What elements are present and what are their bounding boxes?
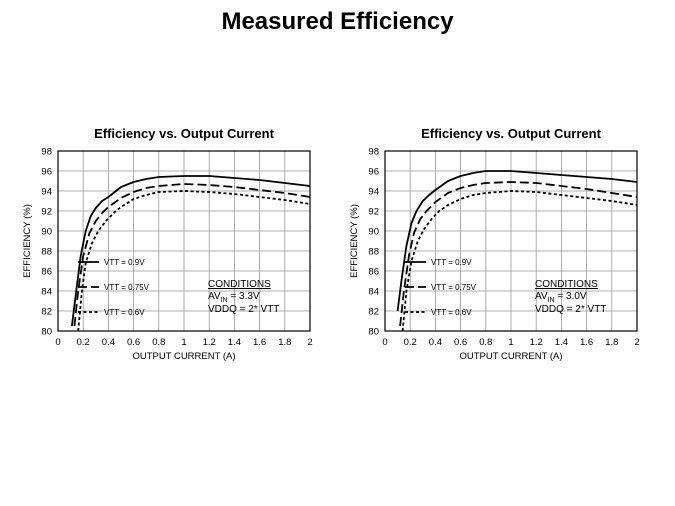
conditions-av-value: = 3.0V bbox=[555, 291, 587, 302]
x-tick-label: 0.8 bbox=[479, 337, 492, 348]
page-title: Measured Efficiency bbox=[221, 8, 454, 35]
x-tick-label: 1 bbox=[181, 337, 186, 348]
conditions-av-sub: IN bbox=[221, 297, 228, 304]
legend-label-3: VTT = 0.6V bbox=[431, 308, 472, 317]
x-tick-label: 0.6 bbox=[127, 337, 140, 348]
chart-title: Efficiency vs. Output Current bbox=[94, 126, 275, 141]
y-tick-label: 98 bbox=[368, 147, 379, 158]
x-axis-label: OUTPUT CURRENT (A) bbox=[132, 351, 235, 362]
y-tick-label: 92 bbox=[368, 207, 379, 218]
y-tick-label: 84 bbox=[368, 287, 379, 298]
x-tick-label: 1.6 bbox=[253, 337, 266, 348]
conditions-av-line: AVIN = 3.0V bbox=[535, 291, 587, 304]
plot-frame bbox=[57, 150, 311, 332]
legend-label-1: VTT = 0.9V bbox=[104, 258, 145, 267]
x-tick-label: 1.2 bbox=[203, 337, 216, 348]
y-tick-label: 92 bbox=[41, 207, 52, 218]
chart-title: Efficiency vs. Output Current bbox=[421, 126, 602, 141]
efficiency-chart-left: Efficiency vs. Output Current 0 0.2 0.4 0.6 0… bbox=[0, 120, 330, 370]
conditions-av-prefix: AV bbox=[208, 291, 221, 302]
x-tick-label: 0.6 bbox=[454, 337, 467, 348]
conditions-av-sub: IN bbox=[548, 297, 555, 304]
legend-label-1: VTT = 0.9V bbox=[431, 258, 472, 267]
y-tick-label: 82 bbox=[41, 307, 52, 318]
series-line-1 bbox=[71, 175, 310, 327]
conditions-av-value: = 3.3V bbox=[228, 291, 260, 302]
conditions-av-line: AVIN = 3.3V bbox=[208, 291, 260, 304]
conditions-av-prefix: AV bbox=[535, 291, 548, 302]
y-tick-label: 88 bbox=[368, 247, 379, 258]
x-tick-label: 1 bbox=[508, 337, 513, 348]
x-tick-label: 0 bbox=[55, 337, 60, 348]
y-tick-label: 86 bbox=[368, 267, 379, 278]
x-tick-label: 0.4 bbox=[429, 337, 442, 348]
plot-frame bbox=[384, 150, 638, 332]
x-tick-label: 0.2 bbox=[77, 337, 90, 348]
efficiency-chart-left-svg: Efficiency vs. Output Current 0 0.2 0.4 0.6 0… bbox=[22, 126, 313, 362]
y-axis-label: EFFICIENCY (%) bbox=[349, 204, 360, 278]
conditions-vddq: VDDQ = 2* VTT bbox=[535, 304, 606, 315]
conditions-vddq: VDDQ = 2* VTT bbox=[208, 304, 279, 315]
x-tick-label: 1.8 bbox=[605, 337, 618, 348]
x-tick-label: 1.4 bbox=[228, 337, 241, 348]
efficiency-chart-right-svg: Efficiency vs. Output Current 0 0.2 0.4 0.6 0… bbox=[349, 126, 640, 362]
series-line-2 bbox=[73, 183, 310, 327]
y-tick-label: 86 bbox=[41, 267, 52, 278]
y-tick-label: 82 bbox=[368, 307, 379, 318]
x-tick-label: 0.4 bbox=[102, 337, 115, 348]
y-tick-label: 90 bbox=[41, 227, 52, 238]
x-tick-label: 0 bbox=[382, 337, 387, 348]
conditions-heading: CONDITIONS bbox=[535, 279, 598, 290]
series-line-2 bbox=[399, 181, 637, 327]
x-tick-label: 1.4 bbox=[555, 337, 568, 348]
y-tick-label: 94 bbox=[368, 187, 379, 198]
x-tick-label: 2 bbox=[634, 337, 639, 348]
x-tick-label: 1.6 bbox=[580, 337, 593, 348]
y-tick-label: 88 bbox=[41, 247, 52, 258]
y-tick-label: 80 bbox=[41, 327, 52, 338]
legend-label-2: VTT = 0.75V bbox=[104, 283, 150, 292]
x-tick-label: 0.2 bbox=[404, 337, 417, 348]
y-tick-label: 90 bbox=[368, 227, 379, 238]
legend-label-2: VTT = 0.75V bbox=[431, 283, 477, 292]
y-tick-label: 96 bbox=[368, 167, 379, 178]
conditions-heading: CONDITIONS bbox=[208, 279, 271, 290]
y-tick-label: 98 bbox=[41, 147, 52, 158]
x-tick-label: 1.8 bbox=[278, 337, 291, 348]
y-axis-label: EFFICIENCY (%) bbox=[22, 204, 33, 278]
y-tick-label: 84 bbox=[41, 287, 52, 298]
y-tick-label: 80 bbox=[368, 327, 379, 338]
series-line-3 bbox=[401, 190, 637, 331]
y-tick-label: 94 bbox=[41, 187, 52, 198]
x-tick-label: 1.2 bbox=[530, 337, 543, 348]
efficiency-chart-right: Efficiency vs. Output Current 0 0.2 0.4 0.6 0… bbox=[327, 120, 657, 370]
series-line-1 bbox=[396, 170, 637, 312]
x-tick-label: 0.8 bbox=[152, 337, 165, 348]
series-line-3 bbox=[77, 190, 310, 331]
y-tick-label: 96 bbox=[41, 167, 52, 178]
x-tick-label: 2 bbox=[307, 337, 312, 348]
legend-label-3: VTT = 0.6V bbox=[104, 308, 145, 317]
x-axis-label: OUTPUT CURRENT (A) bbox=[459, 351, 562, 362]
